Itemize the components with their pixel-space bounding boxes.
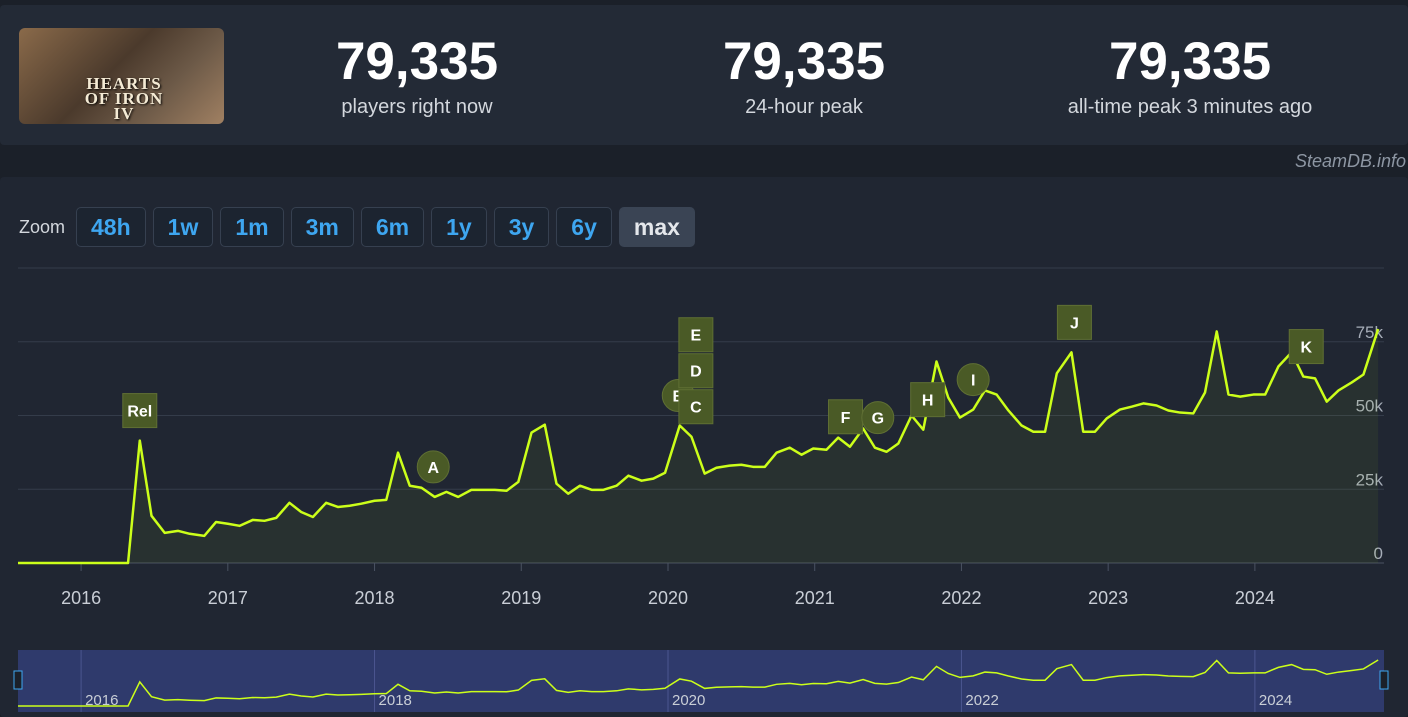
navigator-label: 2020: [672, 692, 705, 709]
zoom-button[interactable]: 6m: [360, 207, 425, 247]
stat-value: 79,335: [1108, 32, 1272, 91]
zoom-label: Zoom: [19, 216, 66, 237]
annotation-flag: [678, 353, 714, 389]
x-tick-label: 2022: [941, 588, 981, 608]
x-tick-label: 2020: [648, 588, 688, 608]
x-tick-label: 2019: [501, 588, 541, 608]
annotation-flag: [678, 389, 714, 425]
annotation[interactable]: C: [678, 389, 714, 425]
annotation-label: F: [841, 410, 851, 427]
zoom-button[interactable]: 48h: [76, 207, 146, 247]
annotation-flag: [910, 382, 946, 418]
annotation-flag: [1056, 304, 1092, 340]
annotation[interactable]: E: [678, 317, 714, 353]
navigator-label: 2024: [1259, 692, 1292, 709]
annotation[interactable]: D: [678, 353, 714, 389]
annotation-flag: [1288, 329, 1324, 365]
annotation[interactable]: F: [828, 399, 864, 435]
x-tick-label: 2018: [355, 588, 395, 608]
navigator-handle[interactable]: [13, 670, 23, 690]
game-image[interactable]: HEARTS OF IRON IV: [19, 28, 224, 124]
y-tick-label: 50k: [1356, 397, 1384, 416]
zoom-button[interactable]: 3y: [493, 207, 550, 247]
zoom-button[interactable]: 1y: [431, 207, 487, 247]
navigator-label: 2018: [379, 692, 412, 709]
navigator-label: 2016: [85, 692, 118, 709]
x-tick-label: 2016: [61, 588, 101, 608]
zoom-button[interactable]: 1m: [220, 207, 284, 247]
stat-label: players right now: [341, 96, 493, 118]
navigator: [18, 650, 1384, 712]
x-tick-label: 2023: [1088, 588, 1128, 608]
annotation-label: I: [971, 373, 975, 390]
annotation-flag: [678, 317, 714, 353]
annotation-label: E: [691, 328, 702, 345]
annotation[interactable]: H: [910, 382, 946, 418]
navigator-handle[interactable]: [1379, 670, 1389, 690]
stats-panel: HEARTS OF IRON IV 79,335 players right no…: [0, 5, 1408, 145]
annotation-label: Rel: [127, 404, 152, 421]
zoom-bar: Zoom 48h 1w 1m 3m 6m 1y 3y 6y max: [19, 207, 695, 247]
annotation[interactable]: G: [861, 401, 895, 435]
stat-value: 79,335: [335, 32, 499, 91]
line: [18, 328, 1380, 565]
annotation-label: K: [1300, 340, 1312, 357]
annotation-circle: [416, 450, 450, 484]
navigator-label: 2022: [965, 692, 998, 709]
zoom-button[interactable]: 1w: [152, 207, 214, 247]
y-tick-label: 75k: [1356, 323, 1384, 342]
stat-label: 24-hour peak: [745, 96, 863, 118]
annotation-label: G: [872, 411, 884, 428]
annotation[interactable]: I: [956, 363, 990, 397]
zoom-button[interactable]: 6y: [556, 207, 612, 247]
y-tick-label: 25k: [1356, 470, 1384, 489]
annotation-flag: [122, 393, 158, 429]
annotation[interactable]: K: [1288, 329, 1324, 365]
annotation-label: D: [690, 364, 702, 381]
annotation[interactable]: Rel: [122, 393, 158, 429]
x-tick-label: 2024: [1235, 588, 1275, 608]
annotation-label: J: [1070, 315, 1079, 332]
zoom-button[interactable]: 3m: [290, 207, 354, 247]
stat-value: 79,335: [722, 32, 886, 91]
annotation-circle: [956, 363, 990, 397]
x-tick-label: 2017: [208, 588, 248, 608]
stat: 79,335 24-hour peak: [614, 32, 994, 119]
zoom-button[interactable]: max: [618, 207, 695, 247]
annotation-label: B: [672, 389, 684, 406]
annotation-label: A: [427, 460, 439, 477]
chart-panel: [0, 177, 1408, 717]
annotation-label: C: [690, 400, 702, 417]
stat: 79,335 players right now: [227, 32, 607, 119]
source: SteamDB.info: [1294, 151, 1406, 171]
annotation-label: H: [922, 393, 934, 410]
annotation[interactable]: J: [1056, 304, 1092, 340]
annotation[interactable]: A: [416, 450, 450, 484]
x-tick-label: 2021: [795, 588, 835, 608]
y-tick-label: 0: [1374, 544, 1383, 563]
logo-text: HEARTS OF IRON IV: [84, 74, 164, 123]
stat-label: all-time peak 3 minutes ago: [1067, 96, 1313, 118]
navigator-line: [18, 659, 1379, 707]
annotation-circle: [861, 401, 895, 435]
stat: 79,335 all-time peak 3 minutes ago: [1000, 32, 1380, 119]
